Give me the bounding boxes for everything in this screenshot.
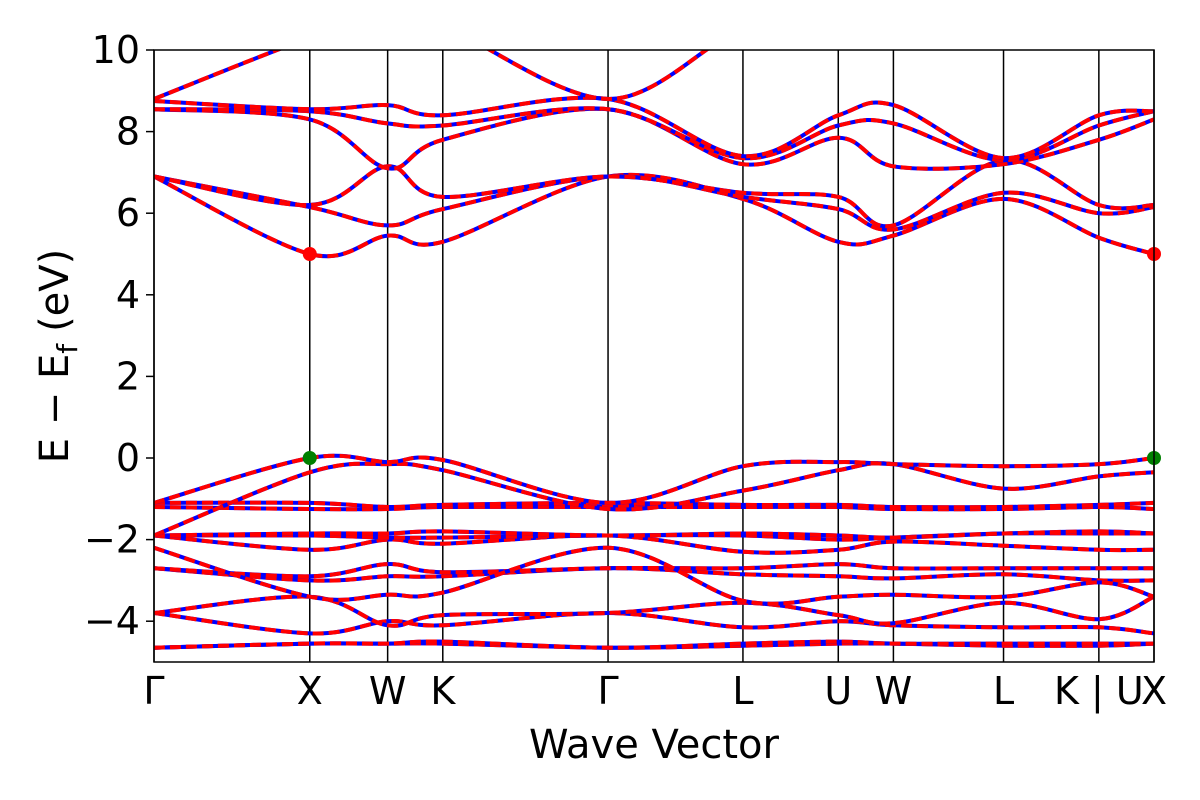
band-line-spin-down	[154, 504, 1154, 512]
cbm-marker	[302, 247, 317, 261]
x-tick-label: Γ	[597, 669, 618, 713]
band-line-spin-down	[154, 529, 1154, 540]
x-tick-label: U	[824, 669, 852, 713]
band-line-spin-down	[154, 461, 1154, 538]
band-line-spin-down	[154, 158, 1154, 229]
x-tick-label: W	[875, 669, 913, 713]
band-lines	[154, 50, 1154, 650]
x-tick-label: L	[993, 669, 1014, 713]
x-tick-label: Γ	[143, 669, 164, 713]
band-line-spin-down	[154, 610, 1154, 636]
y-tick-label: 8	[116, 110, 140, 154]
vbm-marker	[302, 451, 317, 465]
band-line-spin-down	[154, 545, 1154, 606]
band-line-spin-down	[154, 174, 1154, 232]
y-axis-label-main: E − E	[32, 354, 78, 464]
band-line-spin-down	[154, 566, 1154, 583]
y-tick-label: 6	[116, 191, 140, 235]
band-line-spin-down	[154, 639, 1154, 650]
y-tick-label: 10	[92, 28, 140, 72]
band-line-spin-down	[154, 500, 1154, 510]
y-tick-label: 2	[116, 354, 140, 398]
y-tick-label: −2	[84, 518, 140, 562]
y-axis-label: E − Ef (eV)	[32, 249, 84, 464]
y-tick-label: 0	[116, 436, 140, 480]
y-axis-label-subscript: f	[51, 343, 84, 354]
band-line-spin-up	[154, 50, 710, 102]
y-tick-label: 4	[116, 273, 140, 317]
band-line-spin-down	[154, 562, 1154, 579]
x-tick-label: X	[297, 669, 323, 713]
plot-frame	[153, 49, 1155, 663]
band-line-spin-down	[154, 95, 1154, 161]
band-line-spin-down	[154, 533, 1154, 555]
x-tick-label: W	[369, 669, 407, 713]
band-line-spin-down	[154, 106, 1154, 171]
x-tick-label: X	[1141, 669, 1167, 713]
x-tick-label: K | U	[1054, 669, 1144, 714]
band-line-spin-down	[154, 453, 1154, 505]
x-tick-label: L	[732, 669, 753, 713]
x-axis-label: Wave Vector	[529, 722, 780, 768]
x-tick-label: K	[430, 669, 456, 713]
y-tick-label: −4	[84, 599, 140, 643]
band-edge-markers	[302, 247, 1161, 465]
y-axis-label-unit: (eV)	[32, 249, 78, 332]
y-axis-ticks: −4 −2 0 2 4 6 8 10	[84, 28, 154, 643]
band-line-spin-down	[154, 594, 1154, 628]
